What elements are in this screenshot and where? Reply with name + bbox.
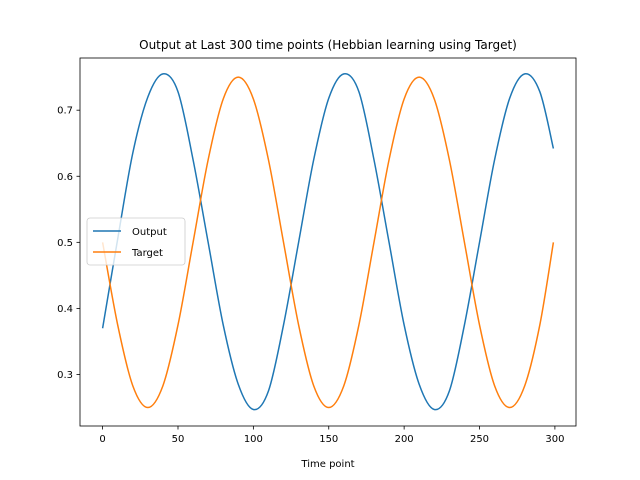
y-tick-label: 0.3 [57,370,73,381]
x-tick-label: 100 [244,434,263,445]
x-tick-label: 250 [470,434,489,445]
x-tick-label: 50 [172,434,185,445]
legend-box [86,217,186,266]
legend-label-target: Target [131,248,163,259]
x-axis-label: Time point [300,459,354,470]
chart-title: Output at Last 300 time points (Hebbian … [139,38,517,52]
x-tick-label: 0 [99,434,105,445]
x-tick-label: 300 [545,434,564,445]
legend-label-output: Output [132,227,167,238]
x-tick-label: 150 [319,434,338,445]
y-tick-label: 0.4 [57,304,73,315]
y-tick-label: 0.6 [57,172,73,183]
series-line-target [101,76,555,409]
x-tick-label: 200 [395,434,414,445]
plot-area: 0 50 100 150 200 250 300 0.3 0.4 0.5 0.6 0.7 Output T… [57,57,577,445]
y-tick-label: 0.7 [57,106,73,117]
series-line-output [101,72,555,411]
y-tick-label: 0.5 [57,238,73,249]
